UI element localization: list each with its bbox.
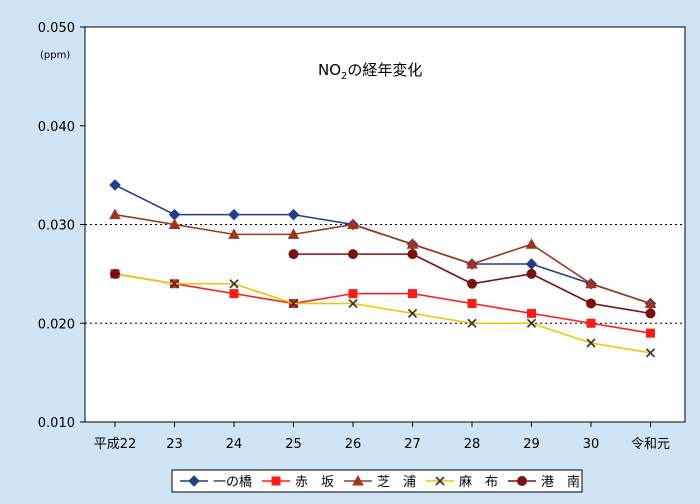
grid-lines <box>85 224 685 324</box>
legend-item: 港 南 <box>508 474 580 490</box>
data-point <box>645 348 656 358</box>
data-point <box>466 257 478 269</box>
data-point <box>110 268 120 279</box>
data-point <box>586 338 596 348</box>
x-tick-label: 30 <box>583 437 600 452</box>
chart-title-subscript: 2 <box>341 71 347 82</box>
data-point <box>467 299 477 308</box>
series-line <box>114 273 651 334</box>
data-point <box>407 249 418 260</box>
data-point <box>169 279 180 289</box>
data-point <box>229 279 239 289</box>
x-tick-label: 28 <box>464 437 481 452</box>
axes: 0.010 0.020 0.030 0.040 0.050 平成22 23 24 25 26 27 2… <box>38 21 670 452</box>
x-tick-label: 27 <box>404 437 421 452</box>
x-tick-label: 26 <box>345 437 362 452</box>
data-point <box>526 318 537 328</box>
chart-title-main: NO <box>318 61 341 79</box>
data-point <box>526 268 537 279</box>
data-point <box>406 238 419 249</box>
legend: 一の橋 赤 坂 芝 浦 麻 布 港 南 <box>171 469 583 493</box>
data-point <box>585 277 597 289</box>
data-point <box>527 308 536 318</box>
y-tick-label: 0.040 <box>38 120 75 135</box>
data-point <box>586 318 596 328</box>
chart-title: NO2の経年変化 <box>318 61 422 82</box>
legend-item: 一の橋 <box>180 475 252 490</box>
data-point <box>467 318 477 328</box>
series-layer <box>109 179 657 358</box>
x-tick-label: 29 <box>523 437 540 452</box>
legend-item: 赤 坂 <box>262 475 334 490</box>
chart-title-suffix: の経年変化 <box>347 61 422 79</box>
data-point <box>288 298 299 309</box>
data-point <box>229 289 239 299</box>
legend-marker <box>517 476 527 486</box>
x-tick-label: 23 <box>166 437 183 452</box>
data-point <box>288 249 299 260</box>
series-line <box>114 273 651 354</box>
legend-marker <box>271 476 281 486</box>
legend-label: 芝 浦 <box>377 474 416 490</box>
legend-marker <box>352 474 364 486</box>
series-line <box>114 213 651 305</box>
data-point <box>228 208 240 221</box>
data-point <box>348 298 358 309</box>
x-tick-label: 令和元 <box>631 437 670 452</box>
data-point <box>646 328 655 338</box>
data-point <box>467 278 477 289</box>
legend-marker <box>188 475 200 487</box>
data-point <box>348 249 358 260</box>
legend-label: 港 南 <box>541 474 580 490</box>
data-point <box>408 289 417 299</box>
series-3 <box>109 208 657 308</box>
y-tick-label: 0.010 <box>38 416 75 431</box>
x-tick-label: 25 <box>285 437 302 452</box>
data-point <box>644 297 657 308</box>
data-point <box>109 179 121 191</box>
data-point <box>407 308 418 318</box>
data-point <box>287 228 300 239</box>
data-point <box>228 228 240 239</box>
y-tick-label: 0.050 <box>38 21 75 36</box>
data-point <box>348 289 358 299</box>
legend-label: 赤 坂 <box>295 475 334 490</box>
legend-marker <box>435 476 445 486</box>
y-tick-label: 0.030 <box>38 219 75 234</box>
data-point <box>109 208 121 220</box>
data-point <box>586 298 596 309</box>
y-tick-label: 0.020 <box>38 317 75 332</box>
y-unit-label: (ppm) <box>40 50 70 61</box>
legend-box <box>171 469 583 493</box>
x-tick-label: 24 <box>226 437 243 452</box>
series-5 <box>110 249 656 319</box>
series-4 <box>110 269 656 358</box>
legend-item: 麻 布 <box>426 475 498 490</box>
legend-item: 芝 浦 <box>344 474 416 490</box>
data-point <box>168 218 181 229</box>
data-point <box>525 238 538 249</box>
legend-label: 麻 布 <box>459 475 498 490</box>
data-point <box>645 308 656 319</box>
data-point <box>287 208 300 221</box>
data-point <box>347 218 359 229</box>
legend-label: 一の橋 <box>213 475 252 490</box>
x-tick-label: 平成22 <box>94 437 137 452</box>
